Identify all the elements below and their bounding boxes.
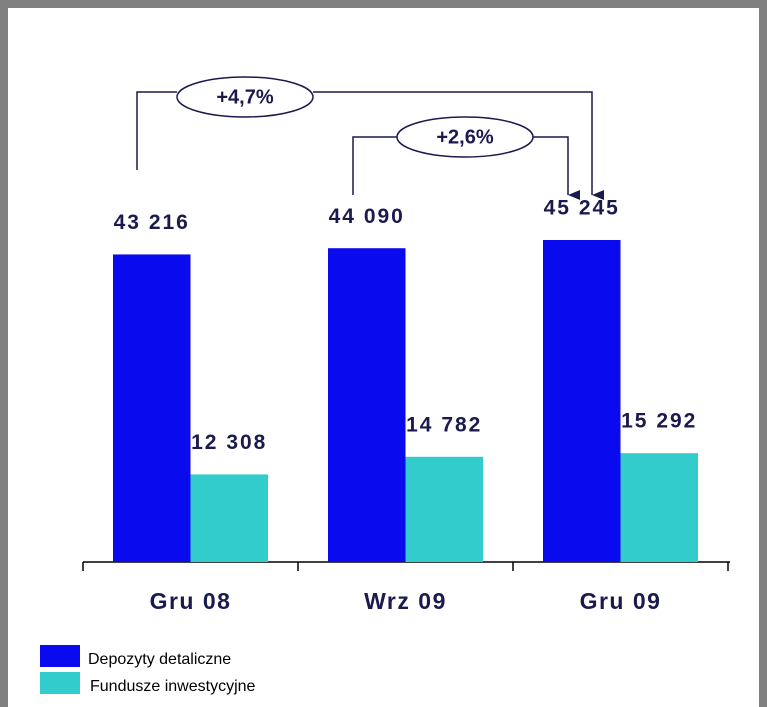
- bar: [190, 474, 268, 562]
- legend-label: Fundusze inwestycyjne: [90, 678, 256, 695]
- legend-swatch: [40, 645, 80, 667]
- data-label: 12 308: [191, 431, 267, 454]
- bar: [113, 254, 191, 562]
- annotation-bubble: [176, 76, 314, 118]
- connector: [313, 91, 604, 200]
- connector: [533, 136, 580, 200]
- bar: [405, 456, 483, 562]
- x-tick-label: Gru 09: [580, 588, 662, 614]
- data-label: 44 090: [329, 205, 405, 228]
- data-label: 43 216: [114, 211, 190, 234]
- bar: [543, 240, 621, 562]
- growth-connectors: [136, 76, 604, 200]
- annotation: +2,6%: [436, 126, 493, 148]
- bar: [328, 248, 406, 562]
- x-tick-label: Wrz 09: [364, 588, 447, 614]
- connector: [136, 91, 177, 170]
- x-tick-label: Gru 08: [150, 588, 232, 614]
- data-label: 14 782: [406, 413, 482, 436]
- annotation-bubble: [396, 116, 534, 158]
- data-label: 15 292: [621, 410, 697, 433]
- legend-label: Depozyty detaliczne: [88, 651, 231, 668]
- data-label: 45 245: [544, 197, 620, 220]
- legend-swatch: [40, 672, 80, 694]
- bar: [620, 453, 698, 562]
- annotation: +4,7%: [216, 86, 273, 108]
- connector: [352, 136, 397, 195]
